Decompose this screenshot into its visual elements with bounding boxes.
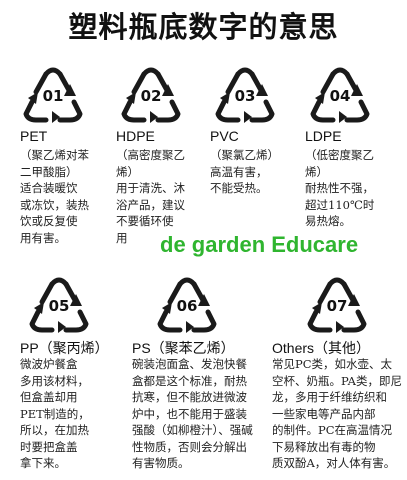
item-name: PP（聚丙烯） (20, 340, 109, 356)
item-name: PS（聚苯乙烯） (132, 340, 235, 356)
item-description: 碗装泡面盒、发泡快餐 盒都是这个标准，耐热 抗寒，但不能放进微波 炉中，也不能用于盛装… (132, 357, 253, 470)
item-number: 03 (234, 87, 256, 105)
item-description: 常见PC类，如水壶、太 空杯、奶瓶。PA类，即尼 龙，多用于纤维纺织和 一些家电等产品… (272, 357, 402, 470)
recycle-triangle-icon: 01 (18, 62, 88, 126)
recycle-triangle-icon: 05 (24, 272, 94, 336)
item-name: Others（其他） (272, 340, 371, 356)
recycle-triangle-icon: 04 (305, 62, 375, 126)
item-number: 07 (326, 297, 348, 315)
item-number: 01 (42, 87, 64, 105)
item-name: HDPE (116, 128, 155, 144)
item-number: 04 (329, 87, 351, 105)
item-description: （聚乙烯对苯 二甲酸脂） 适合装暖饮 或冻饮，装热 饮或反复使 用有害。 (20, 148, 89, 245)
item-description: 微波炉餐盒 多用该材料， 但盒盖却用 PET制造的， 所以，在加热 时要把盒盖 拿下来。 (20, 357, 90, 470)
item-description: （聚氯乙烯） 高温有害， 不能受热。 (210, 148, 279, 195)
recycle-triangle-icon: 02 (116, 62, 186, 126)
item-number: 06 (176, 297, 198, 315)
recycle-triangle-icon: 07 (302, 272, 372, 336)
watermark-text: de garden Educare (160, 232, 359, 257)
item-name: LDPE (305, 128, 342, 144)
recycle-triangle-icon: 06 (152, 272, 222, 336)
item-description: （低密度聚乙 烯） 耐热性不强， 超过110℃时 易热熔。 (305, 148, 375, 228)
item-number: 02 (140, 87, 162, 105)
item-description: （高密度聚乙 烯） 用于清洗、沐 浴产品，建议 不要循环使用 (116, 148, 185, 245)
item-name: PET (20, 128, 48, 144)
page-title: 塑料瓶底数字的意思 (68, 10, 339, 44)
recycle-triangle-icon: 03 (210, 62, 280, 126)
item-name: PVC (210, 128, 239, 144)
item-number: 05 (48, 297, 70, 315)
